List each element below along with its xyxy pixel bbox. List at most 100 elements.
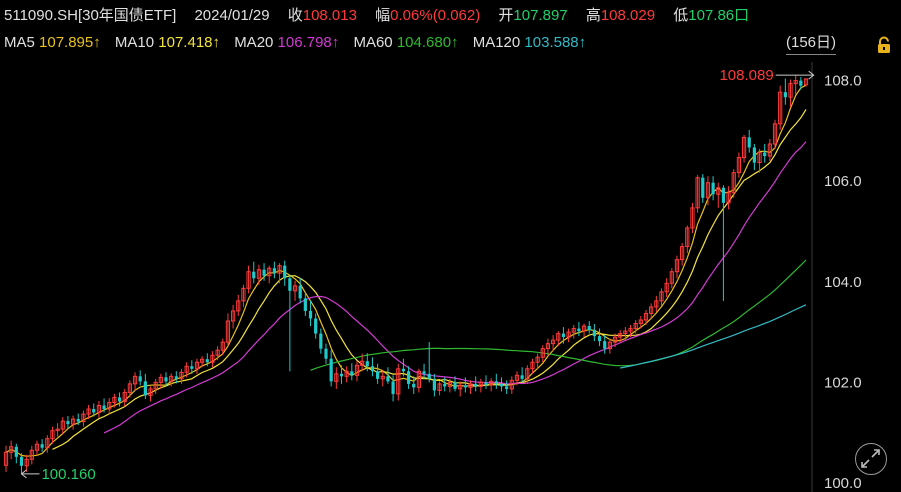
ma-line-ma5 bbox=[5, 84, 807, 457]
zoom-expand-icon[interactable] bbox=[855, 443, 887, 475]
candle-body bbox=[60, 420, 65, 430]
candle-body bbox=[741, 136, 747, 159]
candle-body bbox=[50, 430, 55, 440]
candle-body bbox=[607, 341, 612, 350]
candle-body bbox=[19, 456, 24, 466]
candle-body bbox=[638, 319, 643, 325]
candle-body bbox=[422, 371, 426, 374]
candle-body bbox=[272, 268, 276, 274]
max-value-label: 108.089 bbox=[719, 67, 773, 84]
candle-body bbox=[76, 419, 80, 422]
candle-body bbox=[685, 227, 690, 248]
candle-body bbox=[711, 182, 715, 195]
candle-body bbox=[592, 330, 596, 337]
candle-body bbox=[669, 271, 674, 284]
candle-body bbox=[747, 137, 751, 148]
candle-body bbox=[370, 366, 375, 372]
candle-body bbox=[174, 376, 178, 379]
candle-body bbox=[412, 383, 416, 388]
candle-body bbox=[319, 333, 323, 349]
candle-body bbox=[117, 397, 122, 402]
candle-body bbox=[474, 383, 478, 387]
lock-icon[interactable] bbox=[875, 36, 893, 54]
y-tick-label: 108.0 bbox=[824, 73, 862, 90]
candle-body bbox=[443, 383, 447, 387]
candle-body bbox=[365, 361, 369, 367]
candle-body bbox=[14, 446, 18, 457]
min-value-label: 100.160 bbox=[41, 466, 95, 483]
high-label: 高 bbox=[585, 7, 601, 24]
y-tick-label: 106.0 bbox=[824, 173, 862, 190]
candle-body bbox=[581, 325, 587, 332]
high-value: 108.029 bbox=[600, 7, 656, 24]
period-range-button[interactable]: (156日) bbox=[786, 32, 837, 55]
close-value: 108.013 bbox=[302, 7, 357, 24]
symbol-label: 511090.SH[30年国债ETF] bbox=[4, 7, 177, 24]
change-value: 0.06%(0.062) bbox=[390, 7, 481, 24]
candle-body bbox=[107, 401, 112, 410]
candle-body bbox=[695, 177, 700, 209]
candle-body bbox=[731, 172, 736, 194]
candle-body bbox=[509, 379, 514, 390]
open-label: 开 bbox=[498, 7, 514, 24]
candle-body bbox=[360, 360, 365, 366]
candle-body bbox=[34, 443, 40, 451]
candle-body bbox=[788, 83, 793, 98]
candle-body bbox=[102, 405, 106, 410]
candle-body bbox=[344, 370, 349, 377]
candle-body bbox=[184, 365, 189, 373]
candle-body bbox=[643, 312, 649, 321]
y-tick-label: 104.0 bbox=[824, 274, 862, 291]
candle-body bbox=[525, 368, 530, 380]
candle-body bbox=[463, 385, 467, 388]
candle-body bbox=[597, 336, 602, 342]
ma-legend-item: MA60 104.680↑ bbox=[353, 34, 459, 51]
candle-body bbox=[179, 371, 184, 380]
candle-body bbox=[453, 382, 457, 389]
candle-body bbox=[205, 359, 209, 363]
candle-body bbox=[494, 381, 498, 384]
y-tick-label: 102.0 bbox=[824, 374, 862, 391]
ma-line-ma120 bbox=[620, 304, 807, 369]
candle-body bbox=[447, 381, 452, 387]
candle-body bbox=[29, 449, 34, 460]
low-value: 107.86口 bbox=[688, 7, 750, 24]
candle-body bbox=[303, 298, 307, 311]
candle-body bbox=[45, 438, 50, 449]
candle-body bbox=[618, 333, 623, 338]
candle-body bbox=[81, 413, 86, 423]
candle-body bbox=[566, 331, 571, 338]
candle-body bbox=[726, 192, 731, 204]
candle-body bbox=[334, 373, 339, 382]
candle-body bbox=[200, 358, 205, 363]
candle-body bbox=[132, 375, 138, 385]
candle-body bbox=[545, 343, 551, 350]
candle-body bbox=[628, 328, 633, 332]
candle-body bbox=[649, 306, 654, 314]
candle-body bbox=[267, 267, 272, 277]
candle-body bbox=[633, 323, 638, 330]
ma-legend: MA5 107.895↑ MA10 107.418↑ MA20 106.798↑… bbox=[4, 32, 586, 54]
candle-body bbox=[520, 375, 524, 379]
candle-body bbox=[416, 370, 422, 388]
date-label: 2024/01/29 bbox=[194, 7, 270, 24]
candle-body bbox=[484, 382, 488, 385]
candle-body bbox=[680, 246, 685, 261]
ma-legend-item: MA20 106.798↑ bbox=[234, 34, 340, 51]
candle-body bbox=[380, 375, 385, 380]
candle-body bbox=[612, 336, 618, 343]
low-label: 低 bbox=[673, 7, 689, 24]
candle-body bbox=[489, 380, 494, 386]
candle-body bbox=[143, 381, 147, 396]
candle-body bbox=[468, 383, 473, 388]
candle-body bbox=[283, 265, 287, 279]
candlestick-chart[interactable]: 108.0 106.0 104.0 102.0 100.0 108.089 100.160 bbox=[0, 62, 901, 492]
candle-body bbox=[571, 328, 576, 333]
candle-body bbox=[288, 278, 292, 291]
candle-body bbox=[241, 287, 246, 302]
candle-body bbox=[603, 341, 607, 349]
candle-body bbox=[153, 381, 158, 390]
candle-body bbox=[55, 428, 60, 432]
candle-body bbox=[690, 207, 695, 229]
candle-body bbox=[535, 356, 540, 363]
